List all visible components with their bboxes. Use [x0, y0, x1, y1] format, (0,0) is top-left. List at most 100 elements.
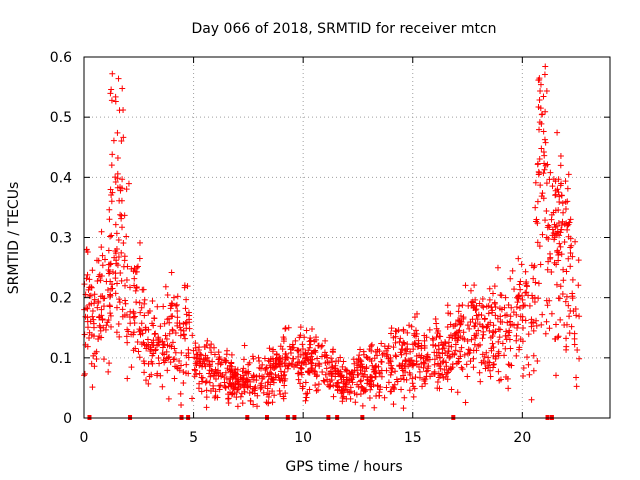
data-point [538, 321, 545, 328]
data-point [449, 364, 456, 371]
data-point [571, 335, 578, 342]
data-point [224, 347, 231, 354]
data-point [561, 321, 568, 328]
data-point [303, 327, 310, 334]
data-point [530, 327, 537, 334]
data-point [557, 153, 564, 160]
data-point [89, 267, 96, 274]
data-point [516, 305, 523, 312]
data-point [368, 357, 375, 364]
data-point [355, 371, 362, 378]
data-point [329, 348, 336, 355]
data-point [404, 341, 411, 348]
data-point [490, 364, 497, 371]
data-point [490, 322, 497, 329]
data-point [410, 393, 417, 400]
data-point [421, 342, 428, 349]
data-point [101, 256, 108, 263]
data-point [531, 299, 538, 306]
data-point [411, 330, 418, 337]
data-point [163, 336, 170, 343]
data-point [282, 354, 289, 361]
data-point [503, 311, 510, 318]
data-point [398, 351, 405, 358]
data-point [96, 322, 103, 329]
data-point [546, 223, 553, 230]
data-point [135, 348, 142, 355]
data-point [413, 358, 420, 365]
data-point [221, 356, 228, 363]
data-point [475, 311, 482, 318]
data-point [190, 347, 197, 354]
data-point [545, 222, 552, 229]
data-point [302, 350, 309, 357]
data-point [426, 326, 433, 333]
data-point [536, 243, 543, 250]
data-point [198, 352, 205, 359]
data-point [385, 379, 392, 386]
data-point [208, 349, 215, 356]
data-point [513, 337, 520, 344]
data-point [542, 139, 549, 146]
data-point [445, 310, 452, 317]
data-point [519, 313, 526, 320]
data-point [399, 360, 406, 367]
data-point [118, 197, 125, 204]
data-point [166, 319, 173, 326]
data-point [369, 374, 376, 381]
data-point [312, 362, 319, 369]
data-point [390, 334, 397, 341]
data-point [456, 302, 463, 309]
data-point [239, 368, 246, 375]
y-tick-label: 0.5 [50, 110, 72, 126]
data-point [198, 388, 205, 395]
data-point [546, 176, 553, 183]
data-point [308, 365, 315, 372]
data-point [406, 387, 413, 394]
data-point [178, 362, 185, 369]
data-point [314, 387, 321, 394]
data-point [266, 345, 273, 352]
data-point [541, 136, 548, 143]
data-point [141, 369, 148, 376]
data-point [499, 318, 506, 325]
data-point [120, 239, 127, 246]
x-tick-label: 10 [294, 430, 312, 446]
data-point [454, 337, 461, 344]
data-point [272, 371, 279, 378]
data-point [161, 359, 168, 366]
data-point [119, 306, 126, 313]
data-point [520, 364, 527, 371]
data-point [421, 337, 428, 344]
data-point [215, 360, 222, 367]
data-point [118, 215, 125, 222]
data-point [313, 387, 320, 394]
data-point [305, 369, 312, 376]
data-point [412, 327, 419, 334]
y-tick-label: 0.1 [50, 351, 72, 367]
data-point [97, 324, 104, 331]
data-point [269, 388, 276, 395]
data-point [519, 292, 526, 299]
data-point [435, 342, 442, 349]
data-point [299, 345, 306, 352]
data-point [491, 299, 498, 306]
data-point [298, 365, 305, 372]
data-point [451, 351, 458, 358]
data-point [107, 312, 114, 319]
data-point [554, 129, 561, 136]
data-point [411, 385, 418, 392]
data-point [180, 380, 187, 387]
data-point [435, 349, 442, 356]
data-point [112, 221, 119, 228]
data-point [357, 378, 364, 385]
data-point [233, 394, 240, 401]
data-point [103, 278, 110, 285]
data-point [576, 355, 583, 362]
data-point [96, 313, 103, 320]
data-point [180, 368, 187, 375]
data-point [309, 326, 316, 333]
data-point [149, 298, 156, 305]
data-point [431, 371, 438, 378]
